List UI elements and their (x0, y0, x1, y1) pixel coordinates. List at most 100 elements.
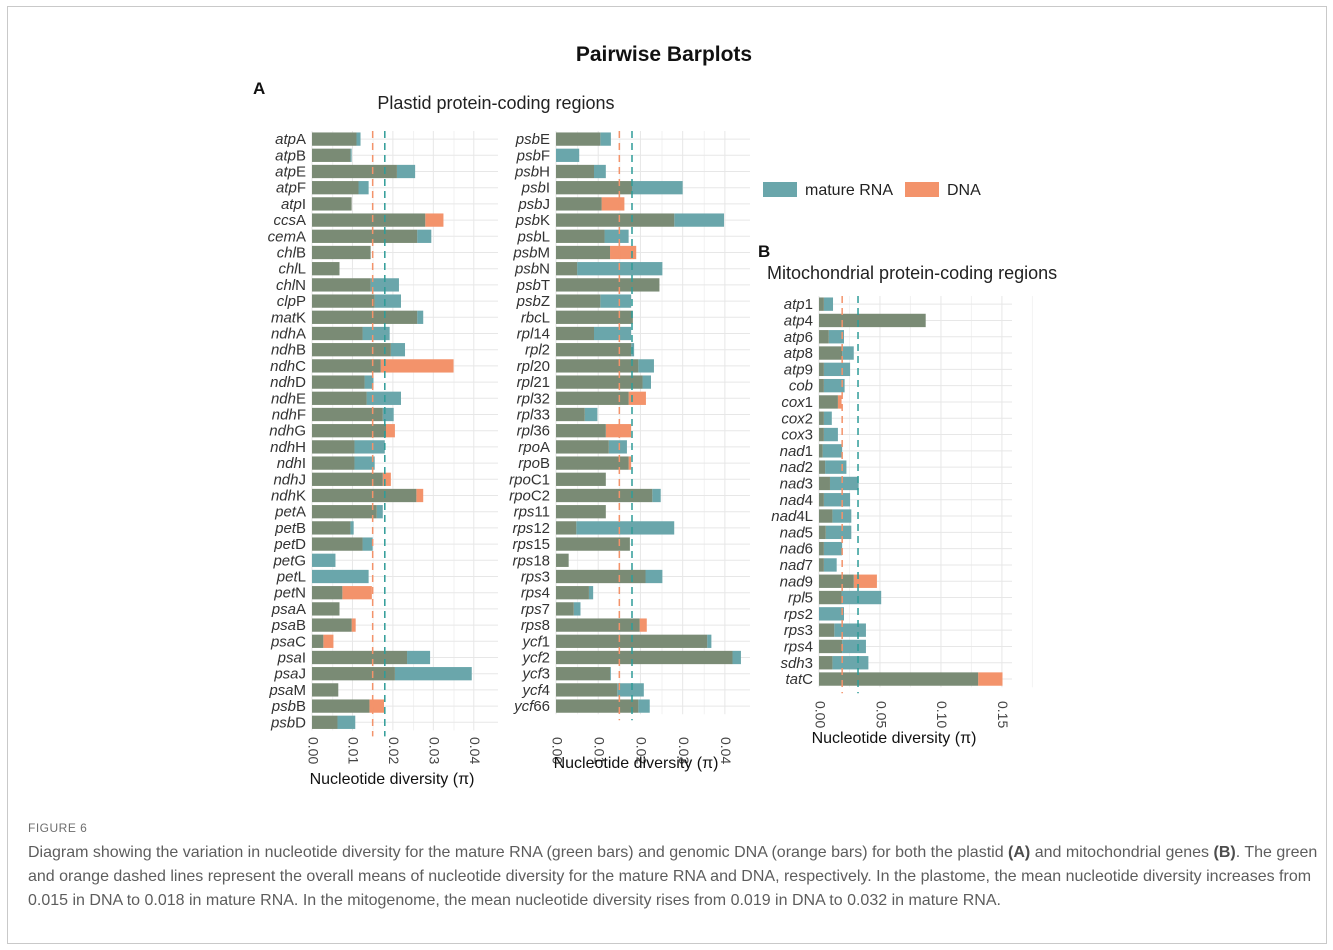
pa-bar-dna (351, 618, 356, 632)
pb-bar-overlap (556, 213, 675, 227)
pb-bar-overlap (556, 181, 632, 195)
mt-bar-rna (823, 297, 834, 311)
figure-svg: Pairwise Barplots A Plastid protein-codi… (253, 43, 1057, 788)
plastid-chart-left: atpAatpBatpEatpFatpIccsAcemAchlBchlLchlN… (268, 131, 498, 764)
pb-bar-overlap (556, 683, 618, 697)
legend-swatch-rna (763, 182, 797, 197)
mt-bar-rna (823, 493, 851, 507)
pb-bar-rna (573, 602, 581, 616)
pb-gene-label: psbE (515, 131, 550, 148)
pa-bar-rna (382, 407, 394, 422)
pb-gene-label: rpl14 (517, 326, 550, 343)
mt-bar-rna (842, 346, 854, 360)
pb-gene-label: rpl32 (517, 390, 550, 407)
mt-bar-rna (825, 525, 852, 540)
pb-bar-overlap (556, 602, 574, 616)
pb-bar-overlap (556, 391, 629, 405)
mt-gene-label: nad5 (780, 524, 813, 541)
pb-tick-label: 0.00 (549, 737, 565, 764)
pa-bar-overlap (312, 407, 383, 422)
mt-gene-label: atp8 (784, 345, 813, 362)
mt-bar-overlap (819, 427, 824, 442)
pb-gene-label: rpoA (518, 439, 550, 456)
pb-bar-rna (594, 164, 606, 179)
pb-gene-label: ycf66 (513, 698, 550, 715)
mt-bar-overlap (819, 525, 826, 540)
pb-bar-rna (638, 699, 650, 713)
pa-gene-label: ndhJ (273, 471, 306, 488)
mito-chart: atp1atp4atp6atp8atp9cobcox1cox2cox3nad1n… (771, 296, 1033, 728)
pb-bar-rna (588, 586, 594, 600)
pa-bar-overlap (312, 375, 365, 389)
pa-bar-dna (416, 488, 424, 503)
pa-tick-label: 0.03 (427, 737, 443, 764)
mt-gene-label: rps4 (784, 638, 813, 655)
pa-bar-overlap (312, 537, 363, 551)
pb-bar-overlap (556, 537, 630, 551)
pb-bar-rna (600, 294, 632, 308)
caption-text-1: Diagram showing the variation in nucleot… (28, 844, 1009, 861)
pa-bar-overlap (312, 359, 381, 373)
pa-bar-rna (370, 278, 399, 292)
pb-bar-overlap (556, 618, 640, 632)
pb-bar-dna (628, 391, 646, 405)
pb-tick-label: 0.03 (676, 737, 692, 764)
pa-tick-label: 0.02 (386, 737, 402, 764)
pa-gene-label: psaJ (273, 666, 306, 683)
legend: mature RNA DNA (763, 182, 981, 199)
mt-gene-label: nad3 (780, 475, 813, 492)
pa-bar-rna (394, 667, 472, 681)
mt-bar-overlap (819, 330, 829, 344)
pa-bar-overlap (312, 229, 418, 243)
pa-bar-overlap (312, 699, 370, 713)
pa-bar-rna (358, 181, 369, 195)
pb-bar-overlap (556, 407, 585, 422)
pa-bar-overlap (312, 618, 352, 632)
pa-bar-dna (386, 424, 395, 438)
mt-bar-rna (823, 411, 832, 425)
mt-bar-overlap (819, 541, 824, 556)
pa-bar-overlap (312, 262, 340, 276)
pa-bar-overlap (312, 424, 387, 438)
pa-gene-label: atpA (275, 131, 306, 148)
mt-bar-overlap (819, 590, 842, 605)
mt-bar-overlap (819, 623, 835, 637)
pa-bar-overlap (312, 326, 363, 341)
pb-bar-rna (707, 634, 712, 648)
pa-gene-label: cemA (268, 228, 306, 245)
mt-gene-label: tatC (785, 671, 813, 688)
pa-gene-label: chlL (278, 261, 306, 278)
pb-bar-overlap (556, 505, 606, 519)
pa-bar-overlap (312, 164, 397, 179)
pb-tick-label: 0.04 (718, 737, 734, 764)
pa-gene-label: atpE (275, 164, 306, 181)
pa-bar-rna (356, 132, 361, 146)
pb-bar-overlap (556, 294, 601, 308)
pa-gene-label: petA (274, 504, 306, 521)
pa-bar-rna (396, 164, 416, 179)
mt-gene-label: atp1 (784, 296, 813, 313)
pa-bar-overlap (312, 456, 355, 470)
figure-caption: Diagram showing the variation in nucleot… (28, 841, 1318, 913)
mt-bar-overlap (819, 509, 833, 523)
pa-bar-dna (382, 472, 391, 486)
mt-bar-overlap (819, 639, 843, 654)
pa-gene-label: psaC (270, 633, 306, 650)
pa-bar-rna (362, 537, 373, 551)
pa-bar-dna (342, 586, 372, 600)
mt-gene-label: nad4 (780, 492, 813, 509)
xaxis-title-plastid-right: Nucleotide diversity (π) (554, 755, 719, 772)
pb-gene-label: ycf4 (521, 682, 550, 699)
pa-bar-overlap (312, 472, 383, 486)
pa-gene-label: ndhG (269, 423, 306, 440)
pa-gene-label: clpP (277, 293, 306, 310)
mt-tick-label: 0.05 (873, 701, 889, 728)
pa-bar-rna (337, 715, 356, 729)
mt-gene-label: rps3 (784, 622, 813, 639)
pb-bar-rna (584, 407, 598, 422)
caption-ref-b: (B) (1213, 844, 1236, 861)
pb-bar-overlap (556, 553, 569, 567)
pb-bar-overlap (556, 488, 653, 503)
pa-bar-overlap (312, 181, 359, 195)
pa-bar-rna (312, 553, 336, 567)
